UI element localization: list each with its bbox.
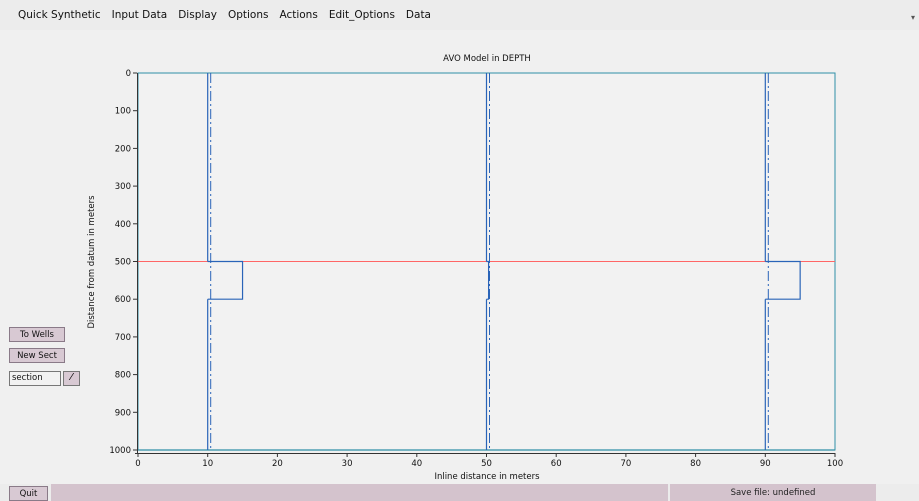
y-tick-label: 200 bbox=[115, 144, 131, 154]
menu-overflow-icon[interactable]: ▾ bbox=[910, 13, 915, 22]
menu-data[interactable]: Data bbox=[405, 9, 431, 21]
to-wells-button[interactable]: To Wells bbox=[9, 327, 65, 342]
x-tick-label: 80 bbox=[690, 459, 701, 469]
x-tick-label: 50 bbox=[481, 459, 492, 469]
x-tick-label: 0 bbox=[135, 459, 140, 469]
status-panel bbox=[51, 484, 668, 501]
x-axis-label: Inline distance in meters bbox=[434, 472, 540, 482]
x-tick-label: 10 bbox=[202, 459, 213, 469]
menu-edit-options[interactable]: Edit_Options bbox=[328, 9, 395, 21]
x-tick-label: 30 bbox=[342, 459, 353, 469]
menu-display[interactable]: Display bbox=[178, 9, 217, 21]
menu-bar: Quick Synthetic Input Data Display Optio… bbox=[0, 0, 919, 30]
y-axis-label: Distance from datum in meters bbox=[87, 195, 97, 329]
y-tick-label: 300 bbox=[115, 182, 131, 192]
y-tick-label: 100 bbox=[115, 107, 131, 117]
y-tick-label: 900 bbox=[115, 408, 131, 418]
y-tick-label: 500 bbox=[115, 258, 131, 268]
well-anomaly bbox=[486, 260, 490, 300]
x-tick-label: 60 bbox=[551, 459, 562, 469]
avo-depth-chart[interactable]: 0 100 200 300 400 500 600 700 800 900 1000 0 10 20 30 4… bbox=[0, 30, 919, 484]
y-tick-label: 600 bbox=[115, 295, 131, 305]
y-tick-label: 700 bbox=[115, 333, 131, 343]
chart-title: AVO Model in DEPTH bbox=[443, 54, 531, 64]
menu-quick-synthetic[interactable]: Quick Synthetic bbox=[18, 9, 101, 21]
x-tick-label: 40 bbox=[411, 459, 422, 469]
new-sect-button[interactable]: New Sect bbox=[9, 348, 65, 363]
menu-input-data[interactable]: Input Data bbox=[111, 9, 168, 21]
x-tick-label: 70 bbox=[620, 459, 631, 469]
y-tick-label: 0 bbox=[126, 69, 131, 79]
y-tick-label: 400 bbox=[115, 220, 131, 230]
menu-actions[interactable]: Actions bbox=[279, 9, 318, 21]
save-file-status: Save file: undefined bbox=[670, 484, 876, 501]
menu-options[interactable]: Options bbox=[227, 9, 269, 21]
section-select[interactable]: section bbox=[9, 371, 61, 386]
x-tick-label: 100 bbox=[827, 459, 843, 469]
y-tick-label: 1000 bbox=[109, 446, 131, 456]
x-tick-label: 20 bbox=[272, 459, 283, 469]
x-tick-label: 90 bbox=[760, 459, 771, 469]
plot-area: 0 100 200 300 400 500 600 700 800 900 1000 0 10 20 30 4… bbox=[0, 30, 919, 484]
quit-button[interactable]: Quit bbox=[9, 486, 48, 501]
well-anomaly bbox=[765, 260, 801, 300]
well-anomaly bbox=[207, 260, 244, 300]
y-tick-label: 800 bbox=[115, 371, 131, 381]
select-dropdown-icon[interactable]: ⁄ bbox=[63, 371, 80, 386]
